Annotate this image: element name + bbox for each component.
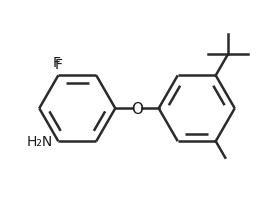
Text: F: F — [53, 55, 61, 69]
Text: F: F — [54, 58, 62, 72]
Text: H₂N: H₂N — [27, 135, 53, 149]
Text: O: O — [131, 101, 143, 116]
